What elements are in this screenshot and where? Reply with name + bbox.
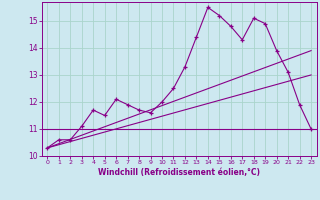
X-axis label: Windchill (Refroidissement éolien,°C): Windchill (Refroidissement éolien,°C) — [98, 168, 260, 177]
